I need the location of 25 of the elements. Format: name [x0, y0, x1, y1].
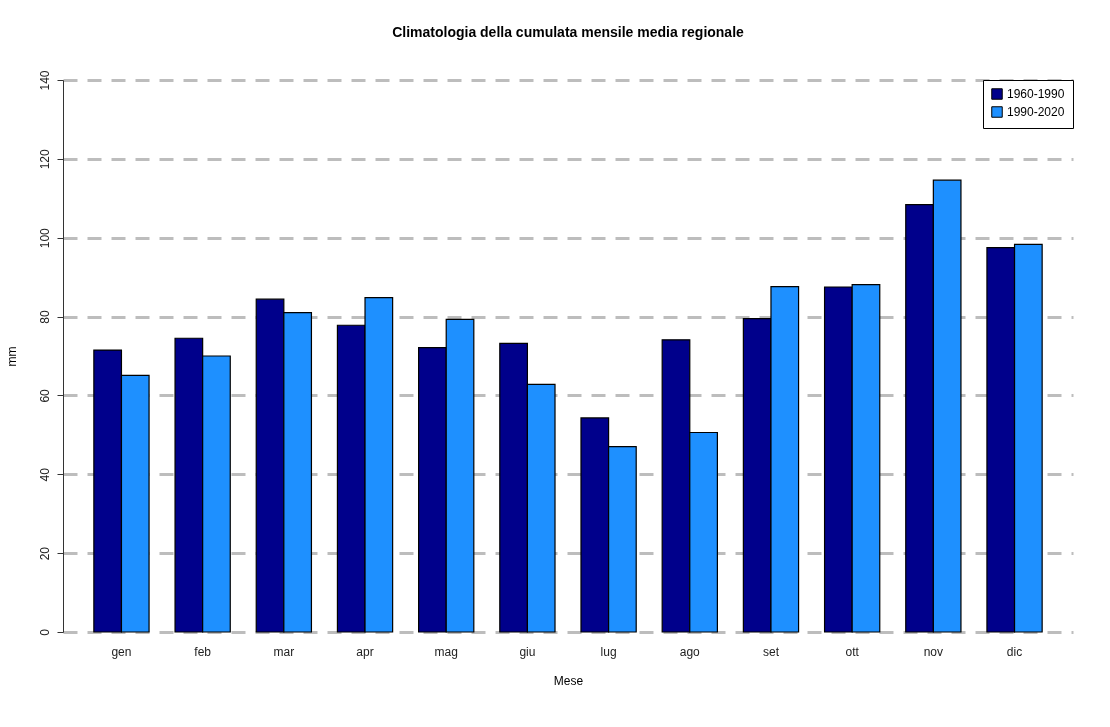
x-tick-label: dic [1006, 644, 1023, 659]
y-tick-label: 20 [37, 546, 52, 561]
legend-label: 1960-1990 [1007, 87, 1065, 101]
y-tick-label: 40 [37, 467, 52, 482]
y-tick-label: 0 [37, 628, 52, 636]
x-tick-label: apr [356, 644, 374, 659]
x-tick-label: mar [273, 644, 295, 659]
x-tick-label: lug [600, 644, 617, 659]
y-tick-label: 120 [37, 149, 52, 170]
x-tick-label: ago [679, 644, 701, 659]
x-tick-label: nov [923, 644, 944, 659]
y-tick-label: 140 [37, 70, 52, 91]
x-tick-label: gen [111, 644, 132, 659]
x-tick-label: ott [845, 644, 860, 659]
chart-title: Climatologia della cumulata mensile media regionale [392, 23, 745, 40]
x-tick-label: feb [194, 644, 212, 659]
x-tick-label: mag [434, 644, 458, 659]
x-tick-label: set [762, 644, 780, 659]
legend-label: 1990-2020 [1007, 105, 1065, 119]
y-axis-title: mm [4, 346, 19, 367]
y-tick-label: 100 [37, 227, 52, 249]
x-tick-label: giu [519, 644, 536, 659]
x-axis-title: Mese [553, 673, 584, 688]
y-tick-label: 80 [37, 310, 52, 324]
y-tick-label: 60 [37, 388, 52, 403]
